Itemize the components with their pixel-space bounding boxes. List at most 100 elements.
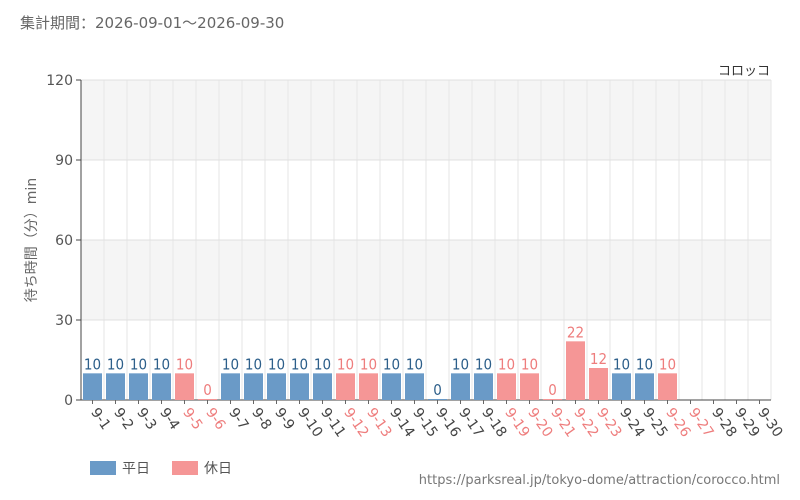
bar-9-26 — [658, 373, 677, 400]
x-tick-label-9-22: 9-22 — [570, 405, 601, 440]
bar-9-18 — [474, 373, 493, 400]
bar-9-9 — [267, 373, 286, 400]
x-tick-label-9-4: 9-4 — [156, 405, 182, 433]
x-tick-label-9-12: 9-12 — [340, 405, 371, 440]
bar-9-23 — [589, 368, 608, 400]
value-label-9-25: 10 — [636, 355, 653, 373]
value-label-9-12: 10 — [337, 355, 354, 373]
value-label-9-6: 0 — [203, 381, 212, 399]
bar-9-8 — [244, 373, 263, 400]
value-label-9-17: 10 — [452, 355, 469, 373]
bar-9-10 — [290, 373, 309, 400]
y-axis-label: 待ち時間（分）min — [24, 178, 40, 302]
x-tick-label-9-2: 9-2 — [110, 405, 136, 433]
series-name-label: コロッコ — [718, 64, 770, 79]
x-tick-label-9-15: 9-15 — [409, 405, 440, 440]
value-label-9-16: 0 — [433, 381, 442, 399]
bar-9-22 — [566, 341, 585, 400]
bar-9-21 — [543, 399, 562, 400]
value-label-9-1: 10 — [84, 355, 101, 373]
bar-9-20 — [520, 373, 539, 400]
value-label-9-22: 22 — [567, 323, 584, 341]
value-label-9-19: 10 — [498, 355, 515, 373]
y-tick-label: 30 — [55, 313, 73, 329]
value-label-9-23: 12 — [590, 350, 607, 368]
x-tick-label-9-6: 9-6 — [202, 405, 228, 433]
legend: 平日 休日 — [90, 458, 232, 478]
bar-9-5 — [175, 373, 194, 400]
bar-9-6 — [198, 399, 217, 400]
x-tick-label-9-3: 9-3 — [133, 405, 159, 433]
x-tick-label-9-9: 9-9 — [271, 405, 297, 433]
y-tick-labels-group: 0 30 60 90 120 — [46, 73, 73, 409]
bar-9-17 — [451, 373, 470, 400]
value-label-9-7: 10 — [222, 355, 239, 373]
x-tick-label-9-18: 9-18 — [478, 405, 509, 440]
x-tick-label-9-16: 9-16 — [432, 405, 463, 440]
x-tick-label-9-26: 9-26 — [662, 405, 693, 440]
value-label-9-8: 10 — [245, 355, 262, 373]
bar-9-2 — [106, 373, 125, 400]
x-tick-label-9-11: 9-11 — [317, 405, 348, 440]
bar-9-15 — [405, 373, 424, 400]
bars-group — [83, 341, 677, 400]
source-url: https://parksreal.jp/tokyo-dome/attracti… — [418, 473, 780, 488]
value-label-9-13: 10 — [360, 355, 377, 373]
legend-holiday-swatch — [172, 461, 198, 475]
value-label-9-18: 10 — [475, 355, 492, 373]
bar-9-24 — [612, 373, 631, 400]
x-tick-label-9-24: 9-24 — [616, 405, 647, 440]
value-label-9-24: 10 — [613, 355, 630, 373]
value-label-9-20: 10 — [521, 355, 538, 373]
bar-9-14 — [382, 373, 401, 400]
value-label-9-9: 10 — [268, 355, 285, 373]
x-tick-label-9-7: 9-7 — [225, 405, 251, 433]
bar-9-4 — [152, 373, 171, 400]
bar-9-19 — [497, 373, 516, 400]
bar-9-25 — [635, 373, 654, 400]
bar-9-13 — [359, 373, 378, 400]
x-tick-label-9-20: 9-20 — [524, 405, 555, 440]
y-tick-label: 120 — [46, 73, 73, 89]
value-label-9-2: 10 — [107, 355, 124, 373]
bar-9-3 — [129, 373, 148, 400]
x-tick-label-9-21: 9-21 — [547, 405, 578, 440]
value-label-9-14: 10 — [383, 355, 400, 373]
value-label-9-26: 10 — [659, 355, 676, 373]
x-tick-label-9-10: 9-10 — [294, 405, 325, 440]
x-tick-label-9-14: 9-14 — [386, 405, 417, 440]
x-tick-label-9-17: 9-17 — [455, 405, 486, 440]
bar-9-1 — [83, 373, 102, 400]
plot-axes — [76, 79, 771, 404]
legend-holiday: 休日 — [172, 458, 232, 478]
bar-9-16 — [428, 399, 447, 400]
x-tick-label-9-23: 9-23 — [593, 405, 624, 440]
y-tick-label: 60 — [55, 233, 73, 249]
x-tick-label-9-19: 9-19 — [501, 405, 532, 440]
legend-holiday-label: 休日 — [204, 461, 232, 477]
y-tick-label: 90 — [55, 153, 73, 169]
legend-weekday-label: 平日 — [122, 461, 150, 477]
x-tick-label-9-27: 9-27 — [685, 405, 716, 440]
y-tick-label: 0 — [64, 393, 73, 409]
x-tick-label-9-29: 9-29 — [731, 405, 762, 440]
value-label-9-11: 10 — [314, 355, 331, 373]
bar-9-12 — [336, 373, 355, 400]
x-tick-labels-group: 9-19-29-39-49-59-69-79-89-99-109-119-129… — [87, 405, 785, 440]
value-label-9-3: 10 — [130, 355, 147, 373]
value-label-9-10: 10 — [291, 355, 308, 373]
value-label-9-21: 0 — [548, 381, 557, 399]
legend-weekday-swatch — [90, 461, 116, 475]
x-tick-label-9-5: 9-5 — [179, 405, 205, 433]
x-tick-label-9-25: 9-25 — [639, 405, 670, 440]
x-tick-label-9-8: 9-8 — [248, 405, 274, 433]
value-label-9-4: 10 — [153, 355, 170, 373]
bar-9-7 — [221, 373, 240, 400]
x-tick-label-9-13: 9-13 — [363, 405, 394, 440]
x-tick-label-9-28: 9-28 — [708, 405, 739, 440]
bar-9-11 — [313, 373, 332, 400]
legend-weekday: 平日 — [90, 458, 150, 478]
x-tick-label-9-1: 9-1 — [87, 405, 113, 433]
value-labels-group: 10 10 10 10 10 0 10 10 10 10 10 10 10 10 10 0 10 10 10 10 0 2… — [84, 323, 676, 399]
